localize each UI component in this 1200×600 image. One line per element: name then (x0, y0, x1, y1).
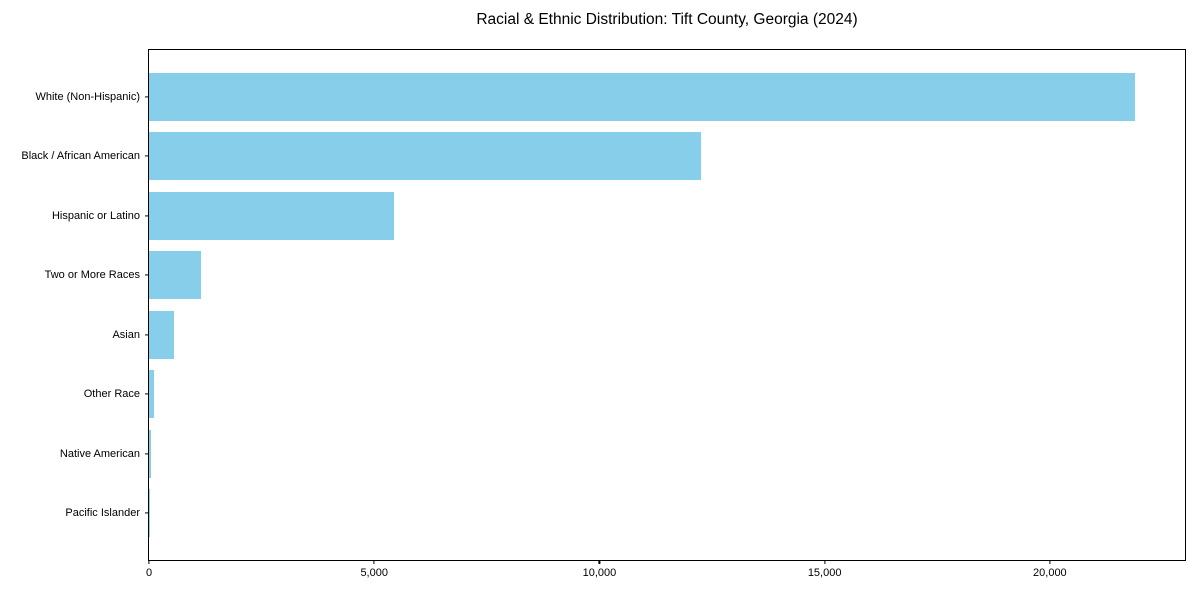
bar-row: Other Race (84, 365, 1185, 425)
x-tick-mark (598, 560, 601, 564)
bar (149, 310, 174, 359)
category-label: Black / African American (21, 150, 140, 163)
category-label: Pacific Islander (65, 507, 140, 520)
bar (149, 251, 201, 300)
bars-container: White (Non-Hispanic) Black / African Amer… (21, 50, 1185, 560)
x-tick-label: 10,000 (582, 567, 617, 579)
bar (149, 489, 150, 538)
category-label: White (Non-Hispanic) (35, 90, 140, 103)
x-tick-mark (824, 560, 826, 564)
y-tick-mark (145, 393, 149, 395)
x-tick-mark (148, 560, 150, 564)
y-tick-mark (145, 96, 149, 98)
y-tick-mark (145, 274, 149, 276)
x-tick-mark (373, 560, 375, 564)
y-tick-mark (145, 453, 149, 455)
x-tick-label: 15,000 (807, 567, 842, 579)
category-label: Asian (112, 328, 140, 341)
y-tick-mark (145, 215, 149, 217)
bar (149, 370, 154, 419)
bar (149, 191, 395, 240)
bar-row: Hispanic or Latino (52, 186, 1185, 246)
x-tick-mark (1049, 560, 1051, 564)
category-label: Other Race (83, 388, 140, 401)
bar (149, 72, 1136, 121)
bar-row: Pacific Islander (65, 484, 1185, 544)
category-label: Native American (59, 447, 140, 460)
x-tick-label: 0 (145, 567, 153, 579)
bar-row: Black / African American (21, 127, 1185, 187)
y-tick-mark (145, 334, 149, 336)
y-tick-mark (145, 155, 149, 157)
x-tick-label: 20,000 (1033, 567, 1067, 579)
y-tick-mark (145, 512, 149, 514)
x-axis: 0 5,000 10,000 15,000 20,000 (145, 560, 1185, 590)
x-tick-label: 5,000 (360, 567, 388, 579)
category-label: Two or More Races (44, 269, 140, 282)
bar-row: Native American (60, 424, 1185, 484)
category-label: Hispanic or Latino (51, 209, 140, 222)
bar-row: White (Non-Hispanic) (35, 67, 1185, 127)
plot-area: White (Non-Hispanic) Black / African Amer… (21, 49, 1186, 579)
chart-title: Racial & Ethnic Distribution: Tift Count… (476, 11, 858, 28)
bar (149, 132, 701, 181)
bar (149, 429, 152, 478)
bar-row: Two or More Races (45, 246, 1185, 306)
bar-row: Asian (112, 305, 1185, 365)
